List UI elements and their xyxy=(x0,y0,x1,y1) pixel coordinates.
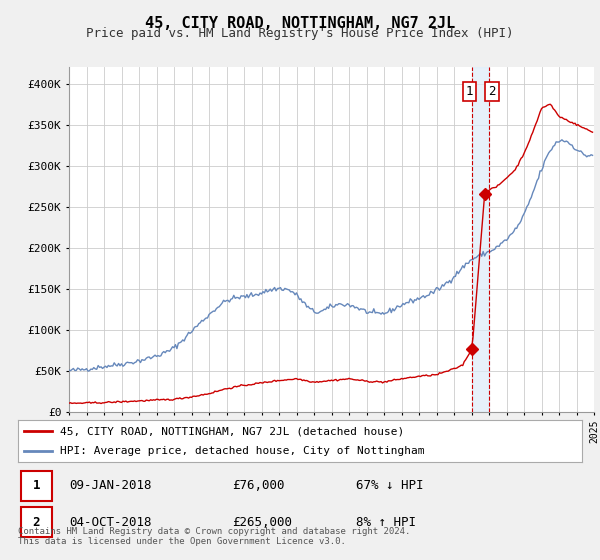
Text: Contains HM Land Registry data © Crown copyright and database right 2024.
This d: Contains HM Land Registry data © Crown c… xyxy=(18,526,410,546)
Text: 04-OCT-2018: 04-OCT-2018 xyxy=(69,516,151,529)
Text: Price paid vs. HM Land Registry's House Price Index (HPI): Price paid vs. HM Land Registry's House … xyxy=(86,27,514,40)
Text: 09-JAN-2018: 09-JAN-2018 xyxy=(69,479,151,492)
Text: 67% ↓ HPI: 67% ↓ HPI xyxy=(356,479,424,492)
Text: 2: 2 xyxy=(32,516,40,529)
Text: 45, CITY ROAD, NOTTINGHAM, NG7 2JL: 45, CITY ROAD, NOTTINGHAM, NG7 2JL xyxy=(145,16,455,31)
Bar xyxy=(21,470,52,501)
Text: 45, CITY ROAD, NOTTINGHAM, NG7 2JL (detached house): 45, CITY ROAD, NOTTINGHAM, NG7 2JL (deta… xyxy=(60,426,404,436)
Text: £76,000: £76,000 xyxy=(232,479,285,492)
Text: 1: 1 xyxy=(32,479,40,492)
Text: HPI: Average price, detached house, City of Nottingham: HPI: Average price, detached house, City… xyxy=(60,446,425,456)
Bar xyxy=(21,507,52,538)
Text: 1: 1 xyxy=(466,85,473,98)
Text: £265,000: £265,000 xyxy=(232,516,292,529)
Text: 2: 2 xyxy=(488,85,496,98)
Text: 8% ↑ HPI: 8% ↑ HPI xyxy=(356,516,416,529)
Bar xyxy=(472,67,489,412)
